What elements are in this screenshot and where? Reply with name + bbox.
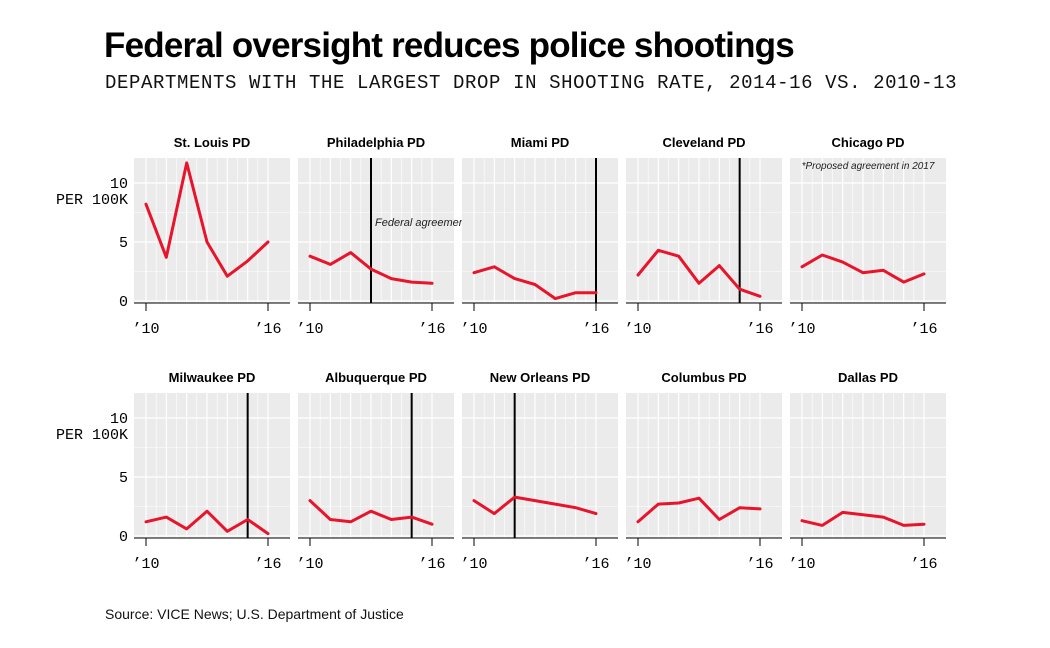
panel-background <box>790 158 946 303</box>
x-tick-label: ’10 <box>624 556 651 573</box>
x-tick-label: ’10 <box>132 556 159 573</box>
series-line <box>636 248 762 298</box>
x-tick-label: ’10 <box>296 321 323 338</box>
x-tick-label: ’10 <box>788 321 815 338</box>
panel-background <box>134 158 290 303</box>
y-axis-label: PER 100K <box>56 192 128 209</box>
series-line <box>800 253 926 284</box>
x-tick-label: ’16 <box>582 556 609 573</box>
panel-title: St. Louis PD <box>174 135 251 150</box>
panel-background <box>462 158 618 303</box>
panel-title: Milwaukee PD <box>169 370 256 385</box>
x-tick-label: ’16 <box>746 556 773 573</box>
panel-title: Chicago PD <box>832 135 905 150</box>
panel-title: Philadelphia PD <box>327 135 425 150</box>
panel-title: Dallas PD <box>838 370 898 385</box>
x-tick-label: ’10 <box>788 556 815 573</box>
panel-background <box>298 158 454 303</box>
panel-title: New Orleans PD <box>490 370 590 385</box>
x-tick-label: ’10 <box>296 556 323 573</box>
series-line <box>144 509 270 536</box>
y-axis-label: PER 100K <box>56 427 128 444</box>
panel-background <box>626 158 782 303</box>
source-note: Source: VICE News; U.S. Department of Ju… <box>105 606 404 622</box>
series-line <box>800 510 926 527</box>
x-tick-label: ’16 <box>910 321 937 338</box>
x-tick-label: ’16 <box>582 321 609 338</box>
x-tick-label: ’10 <box>460 556 487 573</box>
panel-title: Columbus PD <box>661 370 746 385</box>
y-tick-label: 0 <box>119 529 128 546</box>
annotation-proposed-agreement: *Proposed agreement in 2017 <box>802 161 935 172</box>
x-tick-label: ’16 <box>254 556 281 573</box>
panel-background <box>462 393 618 538</box>
panel-title: Albuquerque PD <box>325 370 427 385</box>
chart-subtitle: DEPARTMENTS WITH THE LARGEST DROP IN SHO… <box>105 72 958 94</box>
x-tick-label: ’16 <box>910 556 937 573</box>
series-line <box>308 499 434 526</box>
panel-title: Cleveland PD <box>662 135 745 150</box>
y-tick-label: 5 <box>119 470 128 487</box>
series-line <box>144 161 270 278</box>
y-tick-label: 5 <box>119 235 128 252</box>
x-tick-label: ’16 <box>418 556 445 573</box>
x-tick-label: ’16 <box>418 321 445 338</box>
panel-background <box>626 393 782 538</box>
x-tick-label: ’10 <box>460 321 487 338</box>
chart-title: Federal oversight reduces police shootin… <box>104 26 795 65</box>
series-line <box>472 495 598 516</box>
panel-background <box>790 393 946 538</box>
panel-title: Miami PD <box>511 135 570 150</box>
series-line <box>636 496 762 524</box>
series-line <box>472 265 598 301</box>
x-tick-label: ’16 <box>254 321 281 338</box>
x-tick-label: ’10 <box>624 321 651 338</box>
series-line <box>308 251 434 285</box>
panel-background <box>134 393 290 538</box>
y-tick-label: 10 <box>110 176 128 193</box>
annotation-federal-agreement: Federal agreement <box>375 217 469 229</box>
y-tick-label: 0 <box>119 294 128 311</box>
panel-background <box>298 393 454 538</box>
x-tick-label: ’10 <box>132 321 159 338</box>
y-tick-label: 10 <box>110 411 128 428</box>
x-tick-label: ’16 <box>746 321 773 338</box>
